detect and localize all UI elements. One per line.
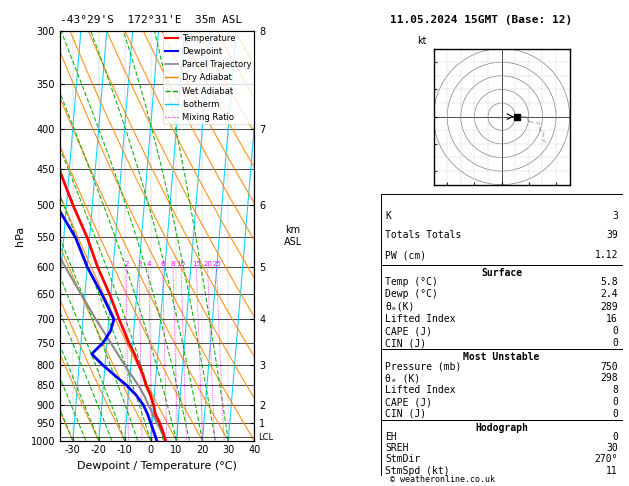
- Text: 0: 0: [612, 397, 618, 407]
- Text: CAPE (J): CAPE (J): [386, 397, 432, 407]
- Text: 11.05.2024 15GMT (Base: 12): 11.05.2024 15GMT (Base: 12): [390, 15, 572, 25]
- Text: 2: 2: [124, 261, 128, 267]
- Text: CIN (J): CIN (J): [386, 338, 426, 348]
- Text: 10: 10: [177, 261, 186, 267]
- Text: Pressure (mb): Pressure (mb): [386, 362, 462, 372]
- Text: 5.8: 5.8: [600, 277, 618, 287]
- Y-axis label: km
ASL: km ASL: [284, 225, 302, 247]
- Text: Temp (°C): Temp (°C): [386, 277, 438, 287]
- Text: 0: 0: [612, 338, 618, 348]
- Bar: [381, 420, 623, 476]
- Text: 0: 0: [612, 409, 618, 419]
- X-axis label: Dewpoint / Temperature (°C): Dewpoint / Temperature (°C): [77, 461, 237, 471]
- Text: Lifted Index: Lifted Index: [386, 314, 456, 324]
- Text: PW (cm): PW (cm): [386, 250, 426, 260]
- Text: SREH: SREH: [386, 443, 409, 453]
- Text: kt: kt: [417, 36, 427, 46]
- Text: StmSpd (kt): StmSpd (kt): [386, 466, 450, 476]
- Text: 6: 6: [160, 261, 165, 267]
- Text: 3: 3: [612, 210, 618, 221]
- Text: Totals Totals: Totals Totals: [386, 230, 462, 240]
- Text: 11: 11: [606, 466, 618, 476]
- Text: © weatheronline.co.uk: © weatheronline.co.uk: [390, 474, 495, 484]
- Text: 20: 20: [203, 261, 212, 267]
- Text: 2.4: 2.4: [600, 290, 618, 299]
- Text: 298: 298: [600, 373, 618, 383]
- Text: 0: 0: [612, 326, 618, 336]
- Text: 8: 8: [170, 261, 175, 267]
- Text: Most Unstable: Most Unstable: [464, 352, 540, 362]
- Text: 750: 750: [600, 362, 618, 372]
- Text: 1.12: 1.12: [594, 250, 618, 260]
- Text: 3: 3: [137, 261, 142, 267]
- Text: Lifted Index: Lifted Index: [386, 385, 456, 395]
- Text: 16: 16: [606, 314, 618, 324]
- Text: 8: 8: [612, 385, 618, 395]
- Text: LCL: LCL: [258, 433, 273, 442]
- Text: StmDir: StmDir: [386, 454, 421, 464]
- Text: 289: 289: [600, 302, 618, 312]
- Text: CIN (J): CIN (J): [386, 409, 426, 419]
- Bar: [381, 265, 623, 349]
- Text: Hodograph: Hodograph: [475, 423, 528, 433]
- Text: Surface: Surface: [481, 268, 522, 278]
- Bar: [381, 194, 623, 265]
- Text: 25: 25: [212, 261, 221, 267]
- Text: 0: 0: [612, 432, 618, 442]
- Legend: Temperature, Dewpoint, Parcel Trajectory, Dry Adiabat, Wet Adiabat, Isotherm, Mi: Temperature, Dewpoint, Parcel Trajectory…: [163, 31, 254, 124]
- Text: 270°: 270°: [594, 454, 618, 464]
- Text: θₑ(K): θₑ(K): [386, 302, 415, 312]
- Text: 30: 30: [606, 443, 618, 453]
- Text: -43°29'S  172°31'E  35m ASL: -43°29'S 172°31'E 35m ASL: [60, 15, 242, 25]
- Text: 39: 39: [606, 230, 618, 240]
- Text: 4: 4: [147, 261, 151, 267]
- Text: θₑ (K): θₑ (K): [386, 373, 421, 383]
- Y-axis label: hPa: hPa: [15, 226, 25, 246]
- Text: Dewp (°C): Dewp (°C): [386, 290, 438, 299]
- Text: 15: 15: [192, 261, 201, 267]
- Bar: [381, 349, 623, 420]
- Text: CAPE (J): CAPE (J): [386, 326, 432, 336]
- Text: K: K: [386, 210, 391, 221]
- Text: EH: EH: [386, 432, 397, 442]
